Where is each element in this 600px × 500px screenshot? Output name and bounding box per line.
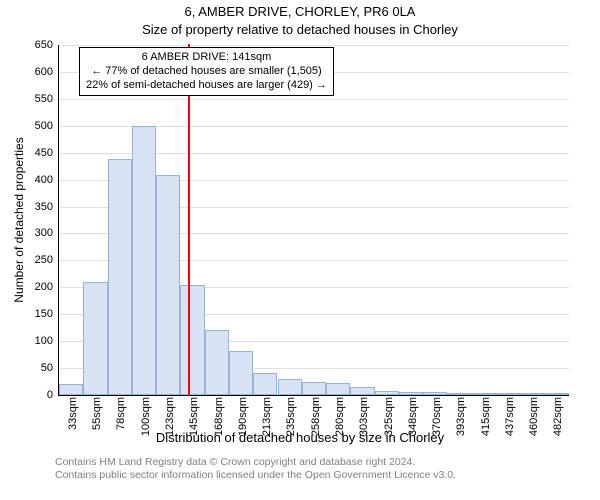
callout-line: 22% of semi-detached houses are larger (… — [86, 79, 327, 93]
histogram-bar — [229, 351, 253, 395]
callout-line: ← 77% of detached houses are smaller (1,… — [86, 65, 327, 79]
histogram-bar — [83, 282, 107, 395]
histogram-bar — [156, 175, 180, 395]
y-tick-label: 0 — [47, 389, 59, 401]
histogram-bar — [350, 387, 374, 395]
histogram-bar — [375, 391, 399, 395]
histogram-bar — [253, 373, 277, 395]
x-tick-label: 33sqm — [63, 397, 79, 430]
histogram-bar — [472, 393, 496, 395]
y-tick-label: 550 — [35, 93, 59, 105]
x-tick-label: 55sqm — [87, 397, 103, 430]
footer-line: Contains HM Land Registry data © Crown c… — [55, 456, 600, 469]
histogram-bar — [302, 382, 326, 395]
histogram-bar — [423, 392, 447, 395]
histogram-bar — [278, 379, 302, 395]
y-tick-label: 350 — [35, 201, 59, 213]
y-tick-label: 200 — [35, 281, 59, 293]
histogram-bar — [59, 384, 83, 395]
y-tick-label: 50 — [41, 362, 59, 374]
y-tick-label: 500 — [35, 120, 59, 132]
histogram-bar — [132, 126, 156, 395]
histogram-bar — [108, 159, 132, 395]
histogram-bar — [205, 330, 229, 395]
chart-title: 6, AMBER DRIVE, CHORLEY, PR6 0LA — [0, 4, 600, 19]
gridline-h — [59, 99, 569, 100]
chart-footer: Contains HM Land Registry data © Crown c… — [55, 456, 600, 482]
histogram-bar — [447, 393, 471, 395]
callout-line: 6 AMBER DRIVE: 141sqm — [86, 51, 327, 65]
histogram-bar — [520, 393, 544, 395]
plot-area: 0501001502002503003504004505005506006503… — [58, 45, 569, 396]
histogram-bar — [545, 393, 569, 395]
y-tick-label: 600 — [35, 66, 59, 78]
x-axis-label: Distribution of detached houses by size … — [0, 430, 600, 445]
y-tick-label: 400 — [35, 174, 59, 186]
chart-subtitle: Size of property relative to detached ho… — [0, 22, 600, 37]
callout-box: 6 AMBER DRIVE: 141sqm← 77% of detached h… — [79, 47, 334, 96]
y-axis-label: Number of detached properties — [12, 45, 28, 395]
gridline-h — [59, 45, 569, 46]
chart-wrap: { "title": "6, AMBER DRIVE, CHORLEY, PR6… — [0, 0, 600, 500]
y-tick-label: 250 — [35, 254, 59, 266]
y-tick-label: 300 — [35, 227, 59, 239]
gridline-h — [59, 395, 569, 396]
histogram-bar — [496, 393, 520, 395]
histogram-bar — [326, 383, 350, 395]
histogram-bar — [399, 392, 423, 395]
x-tick-label: 78sqm — [111, 397, 127, 430]
histogram-bar — [180, 285, 204, 395]
y-tick-label: 450 — [35, 147, 59, 159]
property-marker-line — [188, 44, 190, 396]
y-tick-label: 100 — [35, 335, 59, 347]
footer-line: Contains public sector information licen… — [55, 469, 600, 482]
y-tick-label: 650 — [35, 39, 59, 51]
y-tick-label: 150 — [35, 308, 59, 320]
